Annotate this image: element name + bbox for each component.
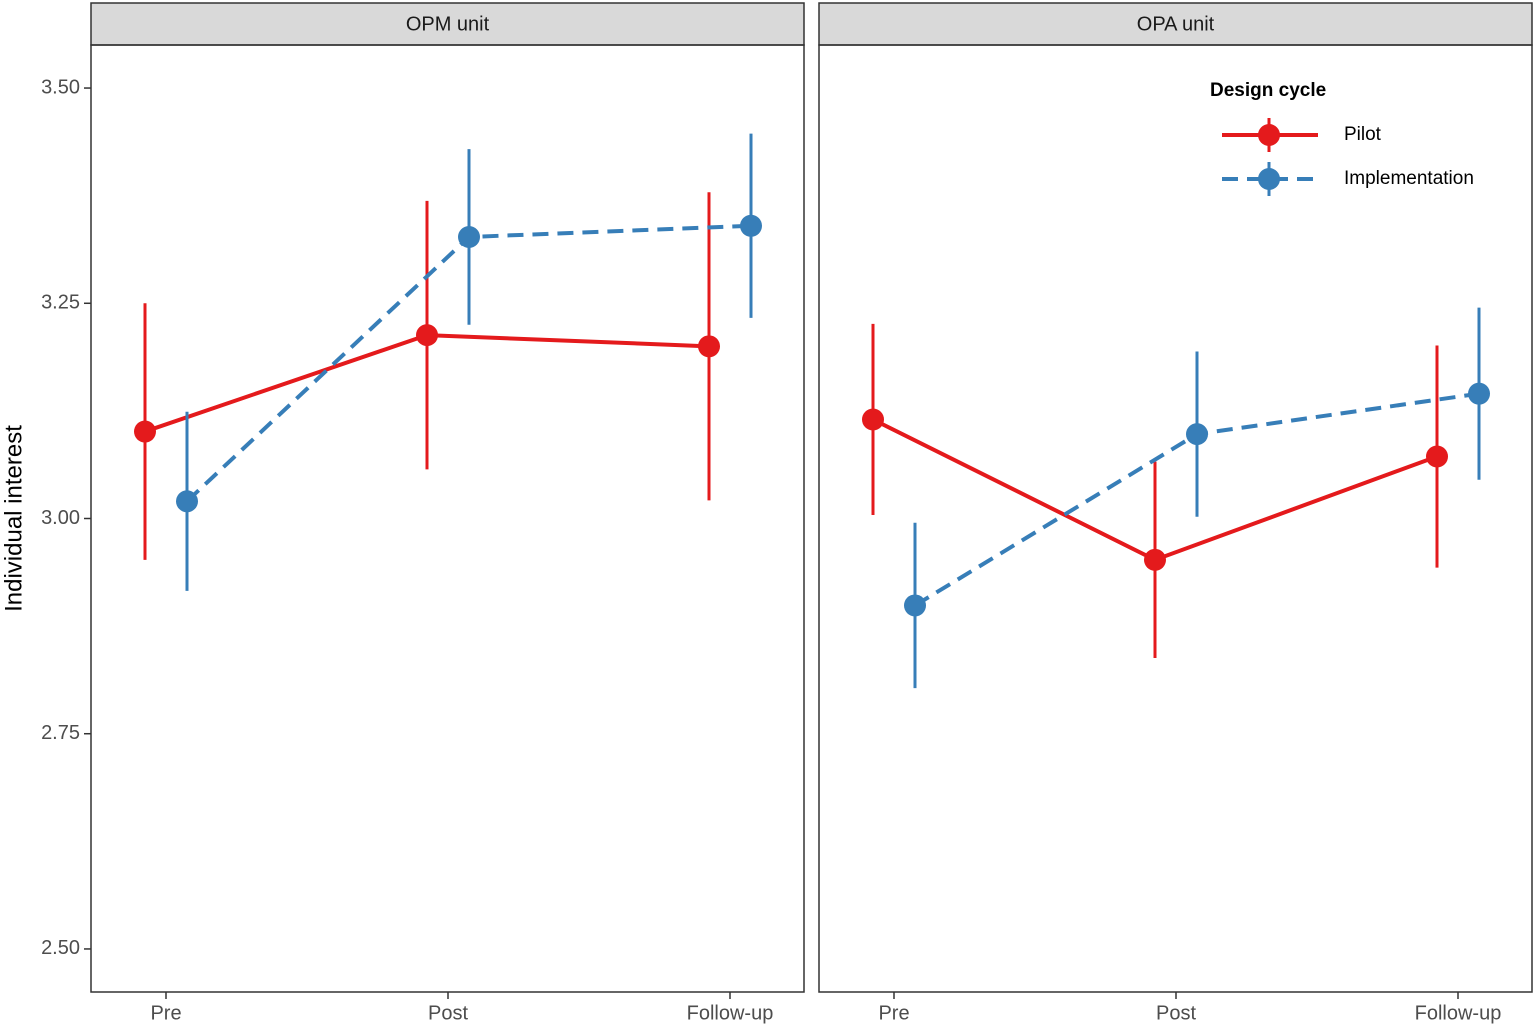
- panel-title: OPM unit: [406, 13, 490, 35]
- x-tick-label: Post: [1156, 1002, 1196, 1024]
- x-tick-label: Post: [428, 1002, 468, 1024]
- point: [698, 335, 720, 358]
- point: [862, 408, 884, 431]
- y-tick-label: 3.50: [41, 76, 80, 98]
- point: [1426, 445, 1448, 468]
- point: [458, 225, 480, 248]
- y-tick-label: 3.00: [41, 507, 80, 529]
- point: [1186, 423, 1208, 446]
- point: [1468, 382, 1490, 405]
- point: [176, 490, 198, 513]
- point: [1144, 548, 1166, 571]
- x-tick-label: Pre: [150, 1002, 181, 1024]
- strip: [818, 2, 1533, 46]
- panel-title: OPA unit: [1137, 13, 1215, 35]
- panel-border: [90, 44, 805, 993]
- y-tick-label: 2.75: [41, 722, 80, 744]
- legend-point: [1258, 168, 1280, 190]
- legend-title: Design cycle: [1210, 80, 1326, 101]
- x-tick-label: Follow-up: [1415, 1002, 1502, 1024]
- legend-label: Pilot: [1344, 124, 1382, 145]
- x-tick-label: Follow-up: [687, 1002, 774, 1024]
- point: [740, 214, 762, 237]
- y-tick-label: 3.25: [41, 292, 80, 314]
- legend-label: Implementation: [1344, 168, 1474, 189]
- y-tick-label: 2.50: [41, 937, 80, 959]
- point: [134, 420, 156, 443]
- point: [904, 594, 926, 617]
- strip: [90, 2, 805, 46]
- x-tick-label: Pre: [878, 1002, 909, 1024]
- point: [416, 324, 438, 347]
- legend-point: [1258, 124, 1280, 146]
- y-axis-label: Individual interest: [0, 425, 27, 612]
